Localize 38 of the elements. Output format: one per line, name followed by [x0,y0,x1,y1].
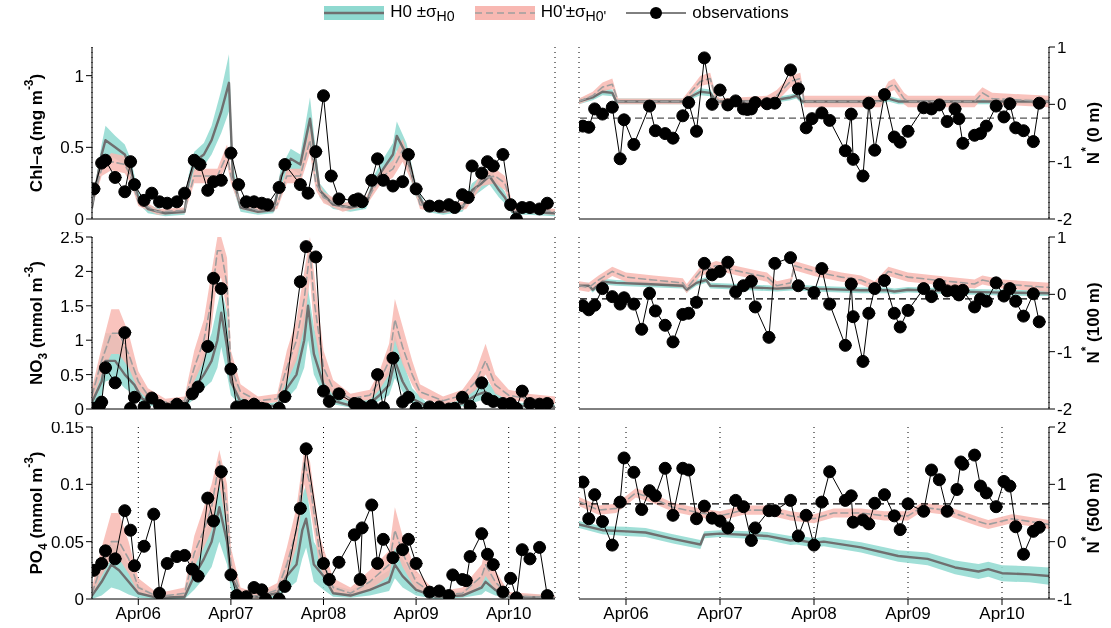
y-tick-label: 0 [74,210,84,230]
y-tick-label: 1.5 [60,296,84,316]
y2-tick-label: -1 [1057,342,1073,362]
y2-tick-label: -2 [1057,210,1073,230]
x-tick-label: Apr09 [885,604,931,624]
x-tick-label: Apr08 [300,604,347,624]
y-tick-label: 0.1 [60,475,84,495]
y2-tick-label: 0 [1057,285,1067,305]
y2-tick-label: -2 [1057,400,1073,420]
y2-tick-label: -1 [1057,152,1073,172]
legend-label: observations [692,3,789,24]
y2-tick-label: -1 [1057,590,1073,610]
y2-tick-label: 1 [1057,475,1067,495]
legend-label: H0'±σ$_{H0'}$ [540,2,607,25]
x-tick-label: Apr08 [791,604,837,624]
y-tick-label: 1 [74,331,84,351]
y-tick-label: 2.5 [60,228,84,248]
x-tick-label: Apr10 [486,604,532,624]
y-tick-label: 0.5 [60,138,84,158]
y-tick-label: 1 [74,66,84,86]
y-tick-label: 2 [74,262,84,282]
y-tick-label: 0.15 [50,418,84,438]
x-tick-label: Apr07 [697,604,743,624]
x-tick-label: Apr06 [115,604,161,624]
y2-tick-label: 1 [1057,228,1067,248]
y-tick-label: 0.5 [60,365,84,385]
y-tick-label: 0 [74,590,84,610]
y-tick-label: 0 [74,400,84,420]
y-tick-label: 0.05 [50,532,84,552]
legend-label: H0 ±σ$_{H0}$ [390,2,455,25]
y2-tick-label: 2 [1057,418,1067,438]
x-tick-label: Apr10 [979,604,1025,624]
x-tick-label: Apr09 [393,604,439,624]
y2-tick-label: 1 [1057,38,1067,58]
x-tick-label: Apr06 [603,604,649,624]
x-tick-label: Apr07 [208,604,254,624]
y2-tick-label: 0 [1057,95,1067,115]
y2-tick-label: 0 [1057,532,1067,552]
